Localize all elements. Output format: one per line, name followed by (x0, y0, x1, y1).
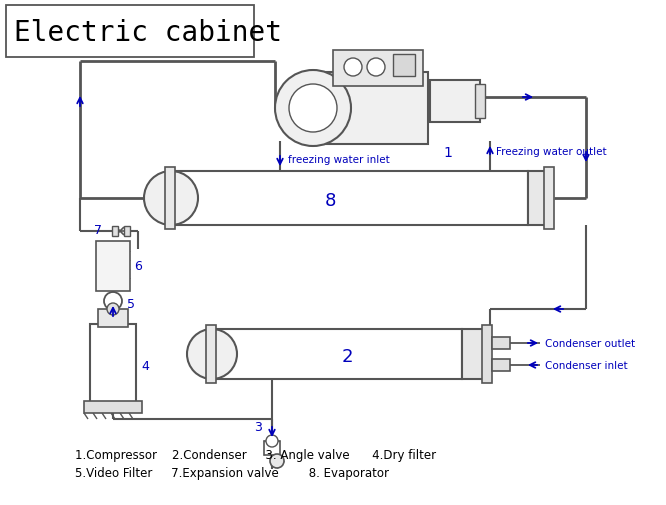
Bar (206, 325, 216, 383)
Circle shape (187, 329, 237, 379)
Bar (492, 359, 510, 371)
Text: freezing water inlet: freezing water inlet (288, 155, 390, 165)
Bar (6, 6, 254, 58)
Bar (313, 73, 428, 145)
Bar (96, 241, 130, 291)
Circle shape (344, 59, 362, 77)
Bar (462, 329, 484, 379)
Circle shape (367, 59, 385, 77)
Text: 7: 7 (94, 223, 102, 236)
Bar (475, 85, 485, 119)
Text: 8: 8 (324, 191, 336, 210)
Bar (492, 337, 510, 349)
Bar (393, 55, 415, 77)
Circle shape (289, 85, 337, 133)
Circle shape (144, 172, 198, 226)
Bar (430, 81, 480, 123)
Text: Electric cabinet: Electric cabinet (14, 19, 282, 47)
Circle shape (270, 454, 284, 468)
Bar (264, 441, 280, 455)
Circle shape (107, 304, 119, 316)
Bar (98, 310, 128, 327)
Bar (333, 51, 423, 87)
Bar (528, 172, 546, 226)
Circle shape (266, 435, 278, 447)
Text: Condenser inlet: Condenser inlet (545, 360, 627, 370)
Bar (171, 172, 528, 226)
Text: 3: 3 (254, 421, 262, 434)
Text: Condenser outlet: Condenser outlet (545, 338, 635, 348)
Text: 1: 1 (443, 146, 452, 160)
Bar (90, 324, 136, 409)
Bar (212, 329, 462, 379)
Bar (544, 168, 554, 230)
Bar (165, 168, 175, 230)
Bar (84, 401, 142, 413)
Text: 6: 6 (134, 260, 142, 273)
Bar (124, 227, 130, 236)
Text: 4: 4 (141, 360, 149, 373)
Bar (482, 325, 492, 383)
Text: Freezing water outlet: Freezing water outlet (496, 147, 607, 157)
Text: 5.Video Filter     7.Expansion valve        8. Evaporator: 5.Video Filter 7.Expansion valve 8. Evap… (75, 467, 389, 480)
Text: 5: 5 (127, 297, 135, 310)
Circle shape (104, 292, 122, 311)
Text: 2: 2 (341, 347, 353, 365)
Bar (112, 227, 118, 236)
Text: 1.Compressor    2.Condenser     3. Angle valve      4.Dry filter: 1.Compressor 2.Condenser 3. Angle valve … (75, 448, 436, 462)
Circle shape (275, 71, 351, 147)
